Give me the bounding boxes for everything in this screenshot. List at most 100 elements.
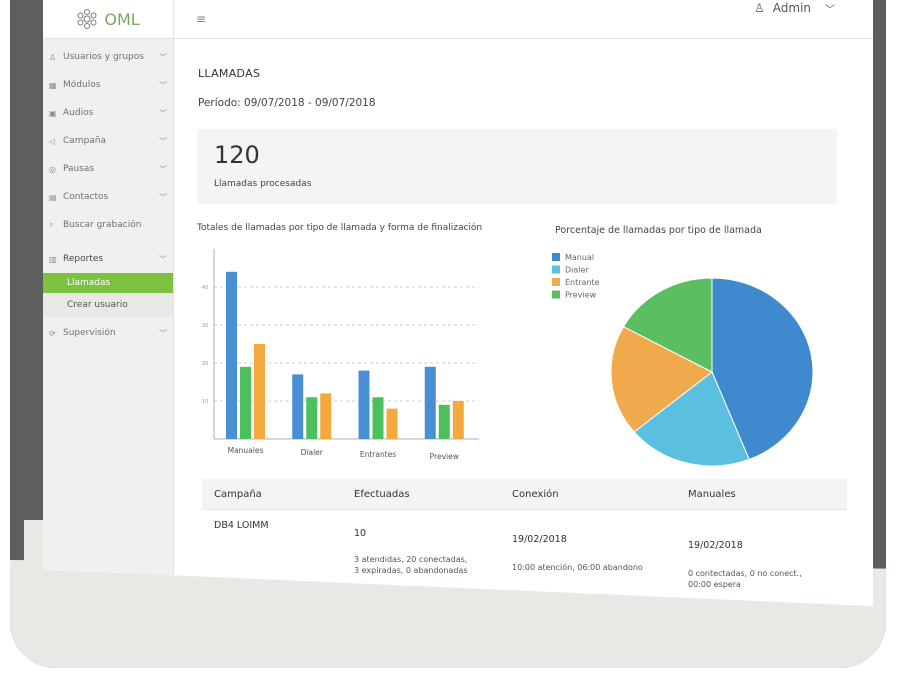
pie-slice	[622, 277, 713, 373]
bar	[254, 344, 265, 439]
campaign-table: Campaña Efectuadas Conexión Manuales DB4…	[202, 479, 847, 589]
legend-swatch	[552, 253, 560, 261]
chevron-down-icon: ﹀	[159, 164, 167, 174]
pie-slice	[711, 277, 814, 461]
sidebar-item-label: Contactos	[63, 192, 109, 202]
hamburger-menu-icon[interactable]: ≡	[196, 12, 207, 26]
chevron-down-icon: ﹀	[159, 328, 167, 338]
legend-swatch	[552, 278, 560, 286]
bar	[226, 271, 237, 439]
sidebar-item-audios[interactable]: ▣ Audios ﹀	[43, 99, 173, 127]
sidebar-item-modulos[interactable]: ▦ Módulos ﹀	[43, 71, 173, 99]
chevron-down-icon: ﹀	[159, 52, 167, 62]
period-label: Período: 09/07/2018 - 09/07/2018	[198, 97, 376, 109]
bar	[452, 401, 464, 439]
chevron-down-icon: ﹀	[159, 192, 167, 202]
legend-swatch	[552, 290, 560, 299]
bar	[306, 397, 318, 439]
sidebar-item-buscar-grabacion[interactable]: ⌕ Buscar grabación	[43, 211, 173, 239]
sidebar-item-label: Pausas	[63, 164, 95, 174]
stat-card: 120 Llamadas procesadas	[197, 129, 837, 204]
column-header-campana[interactable]: Campaña	[214, 489, 262, 500]
y-tick-label: 40	[202, 285, 208, 291]
cell-efectuadas-detail-2: 3 expiradas, 0 abandonadas	[354, 566, 468, 575]
bar	[320, 393, 332, 439]
sidebar-subitem-llamadas[interactable]: Llamadas	[43, 273, 173, 293]
sidebar-item-label: Audios	[63, 108, 94, 118]
cell-efectuadas-detail-1: 3 atendidas, 20 conectadas,	[354, 555, 468, 564]
bar-chart-icon: ▥	[49, 254, 57, 264]
sidebar-item-label: Módulos	[63, 80, 101, 90]
column-header-efectuadas[interactable]: Efectuadas	[354, 489, 410, 500]
logo-icon	[77, 9, 97, 29]
sidebar-subitem-crear-usuario[interactable]: Crear usuario	[43, 293, 173, 317]
bar	[292, 374, 304, 439]
bar	[372, 397, 384, 439]
legend-swatch	[552, 265, 560, 274]
legend-label: Preview	[565, 291, 597, 300]
cell-efectuadas: 10	[354, 528, 367, 539]
cell-campana: DB4 LOIMM	[214, 520, 269, 531]
logo[interactable]: OML	[43, 0, 173, 39]
sidebar-item-label: Campaña	[63, 136, 107, 146]
sidebar-item-label: Supervisión	[63, 328, 116, 338]
sidebar-item-contactos[interactable]: ▤ Contactos ﹀	[43, 183, 173, 211]
y-tick-label: 30	[202, 323, 208, 329]
cell-manuales: 19/02/2018	[688, 540, 743, 551]
sidebar-item-label: Buscar grabación	[63, 220, 142, 230]
bar	[386, 408, 398, 439]
user-icon: ♙	[49, 52, 57, 62]
user-menu[interactable]: ♙ Admin ﹀	[754, 0, 835, 22]
main-content: LLAMADAS Período: 09/07/2018 - 09/07/201…	[174, 39, 873, 606]
column-header-manuales[interactable]: Manuales	[688, 489, 736, 500]
pie-chart-title: Porcentaje de llamadas por tipo de llama…	[555, 225, 762, 236]
sidebar-item-usuarios[interactable]: ♙ Usuarios y grupos ﹀	[43, 43, 173, 71]
bar	[240, 366, 251, 439]
pie-slice	[633, 371, 750, 467]
legend-label: Manual	[565, 253, 594, 262]
chevron-down-icon: ﹀	[159, 136, 167, 146]
y-tick-label: 20	[202, 361, 208, 367]
pause-icon: ◎	[49, 164, 56, 174]
search-icon: ⌕	[49, 220, 54, 229]
stat-value: 120	[214, 141, 260, 169]
x-tick-label: Dialer	[301, 448, 324, 457]
pie-chart: Manual Dialer Entrante Preview	[552, 253, 814, 467]
audio-icon: ▣	[49, 108, 57, 118]
page-title: LLAMADAS	[198, 67, 261, 80]
cell-manuales-detail-2: 00:00 espera	[688, 580, 741, 589]
legend-label: Entrante	[565, 278, 600, 287]
topbar: ≡ ♙ Admin ﹀	[174, 0, 873, 39]
user-name: Admin	[772, 1, 811, 15]
bar-chart-title: Totales de llamadas por tipo de llamada …	[197, 223, 483, 233]
pie-slice	[610, 326, 713, 433]
bar-chart: 10 20 30 40 Manuales Dialer Entrantes Preview	[202, 249, 479, 461]
chevron-down-icon: ﹀	[159, 80, 167, 90]
sidebar-item-reportes[interactable]: ▥ Reportes ﹀	[43, 245, 173, 273]
sidebar-item-campana[interactable]: ◁ Campaña ﹀	[43, 127, 173, 155]
bar	[358, 370, 370, 439]
cell-conexion-detail: 10:00 atención, 06:00 abandono	[512, 563, 643, 572]
legend-label: Dialer	[565, 266, 589, 275]
table-row[interactable]: DB4 LOIMM 10 3 atendidas, 20 conectadas,…	[202, 510, 847, 589]
column-header-conexion[interactable]: Conexión	[512, 489, 559, 500]
table-header: Campaña Efectuadas Conexión Manuales	[202, 479, 847, 510]
bar	[424, 366, 436, 439]
x-tick-label: Entrantes	[360, 450, 396, 459]
sidebar-item-label: Usuarios y grupos	[63, 52, 144, 62]
chevron-down-icon: ﹀	[825, 4, 835, 16]
x-tick-label: Preview	[430, 452, 459, 461]
chevron-down-icon: ﹀	[159, 108, 167, 118]
y-tick-label: 10	[202, 399, 208, 405]
contacts-icon: ▤	[49, 192, 57, 202]
chevron-down-icon: ﹀	[159, 254, 167, 264]
logo-text: OML	[104, 9, 140, 29]
x-tick-label: Manuales	[228, 446, 264, 455]
cell-manuales-detail-1: 0 contectadas, 0 no conect.,	[688, 569, 802, 578]
sidebar-item-label: Reportes	[63, 254, 104, 264]
user-icon: ♙	[753, 1, 765, 15]
sidebar: OML ♙ Usuarios y grupos ﹀ ▦ Módulos ﹀ ▣ …	[43, 0, 174, 607]
screen: OML ♙ Usuarios y grupos ﹀ ▦ Módulos ﹀ ▣ …	[43, 0, 873, 607]
sidebar-item-supervision[interactable]: ⟳ Supervisión ﹀	[43, 319, 173, 347]
sidebar-item-pausas[interactable]: ◎ Pausas ﹀	[43, 155, 173, 183]
